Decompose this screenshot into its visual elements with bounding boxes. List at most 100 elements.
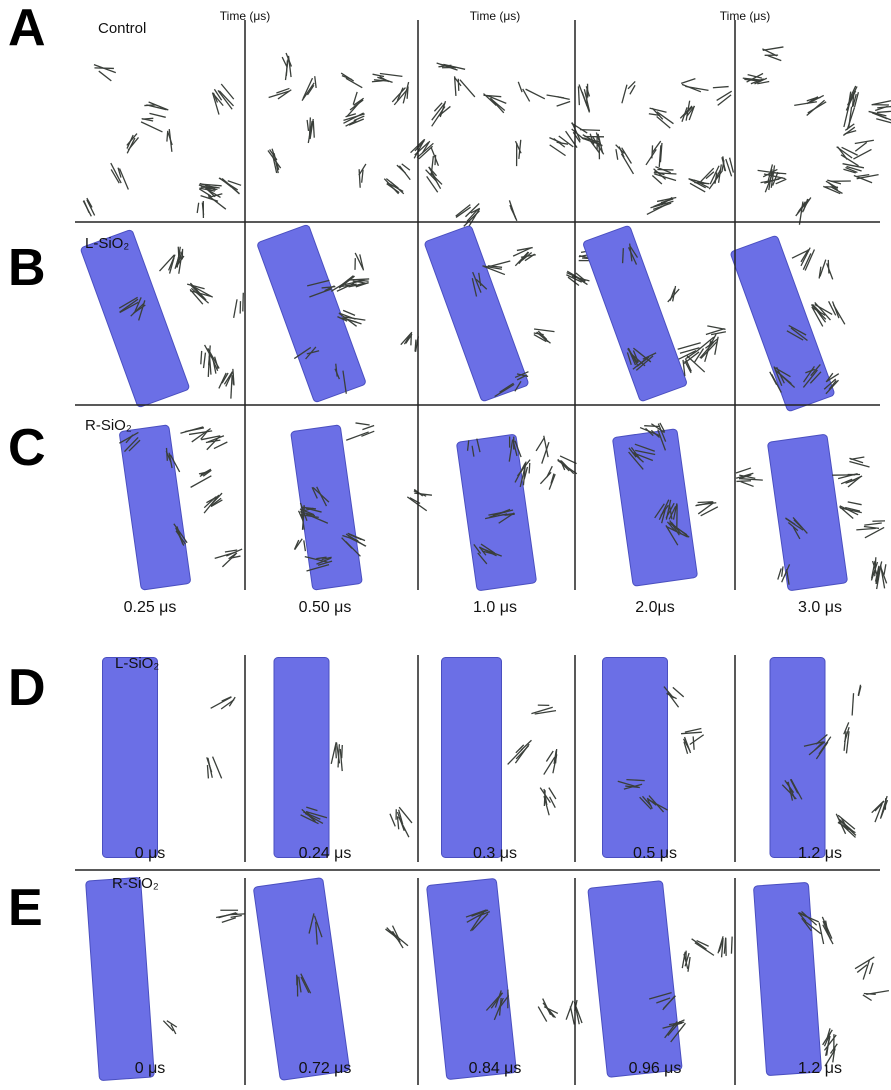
fiber xyxy=(780,566,784,577)
fiber xyxy=(514,140,522,154)
fiber xyxy=(864,522,882,526)
fiber xyxy=(487,265,503,268)
fiber xyxy=(565,1000,574,1020)
fiber xyxy=(585,86,591,97)
fiber xyxy=(516,246,533,252)
fiber xyxy=(514,440,522,458)
time-label: 1.0 μs xyxy=(473,599,517,616)
fiber xyxy=(841,146,858,156)
fiber xyxy=(334,368,340,380)
fiber xyxy=(512,439,518,457)
time-label: 1.2 μs xyxy=(798,845,842,862)
fiber xyxy=(667,691,680,708)
fiber xyxy=(221,696,232,702)
fiber xyxy=(628,451,644,470)
fiber xyxy=(634,443,655,452)
fiber xyxy=(316,557,332,565)
fiber xyxy=(230,914,242,919)
fiber xyxy=(656,111,674,125)
fiber xyxy=(840,478,853,485)
fiber xyxy=(705,171,715,180)
fiber xyxy=(811,306,824,327)
fiber xyxy=(386,181,404,192)
fiber xyxy=(680,77,696,85)
fiber xyxy=(569,1006,575,1025)
fiber xyxy=(225,371,234,387)
fiber xyxy=(334,745,337,759)
fiber xyxy=(352,91,358,105)
fiber xyxy=(221,372,229,384)
fiber xyxy=(508,440,514,462)
fiber xyxy=(393,88,409,106)
fiber xyxy=(774,367,791,378)
fiber xyxy=(678,350,697,360)
fiber xyxy=(162,1020,174,1032)
fiber xyxy=(433,102,443,112)
fiber xyxy=(232,368,235,386)
fiber xyxy=(306,350,320,355)
fiber xyxy=(789,779,799,794)
fiber xyxy=(202,352,207,369)
fiber xyxy=(771,374,782,393)
fiber xyxy=(498,995,510,1009)
fiber xyxy=(684,727,702,733)
fiber xyxy=(300,514,319,519)
fiber xyxy=(802,253,812,270)
fiber xyxy=(355,282,366,287)
fiber xyxy=(401,163,411,171)
fiber xyxy=(781,784,797,800)
fiber xyxy=(546,465,553,478)
panel-label: Control xyxy=(98,20,146,37)
fiber xyxy=(534,710,557,715)
fiber xyxy=(699,341,715,359)
fiber xyxy=(725,158,733,177)
fiber xyxy=(306,563,330,572)
fiber xyxy=(571,122,588,134)
fiber xyxy=(299,511,316,517)
header-time: Time (μs) xyxy=(720,9,770,23)
fiber xyxy=(670,1022,686,1043)
fiber xyxy=(850,456,865,461)
fiber xyxy=(315,921,318,945)
fiber xyxy=(210,497,222,507)
fiber xyxy=(134,297,142,313)
fiber xyxy=(650,429,660,439)
fiber xyxy=(200,430,208,440)
labels: Time (μs) Time (μs) Time (μs) A Control B L-Si… xyxy=(8,0,842,1077)
fiber xyxy=(738,474,752,480)
fiber xyxy=(128,439,141,452)
fiber xyxy=(455,204,471,217)
fiber xyxy=(342,370,347,394)
fiber xyxy=(434,154,437,166)
fiber xyxy=(431,102,446,121)
fiber xyxy=(385,928,396,937)
fiber xyxy=(471,445,475,457)
fiber xyxy=(119,301,139,314)
fiber xyxy=(305,346,317,360)
fiber xyxy=(504,513,515,516)
fiber xyxy=(118,168,129,190)
fiber xyxy=(205,184,220,189)
fiber xyxy=(507,748,524,765)
fiber xyxy=(512,247,532,257)
fiber xyxy=(453,76,457,97)
fiber xyxy=(556,100,571,107)
fiber xyxy=(656,196,677,203)
fiber xyxy=(814,741,823,751)
fiber xyxy=(344,279,365,286)
fiber xyxy=(556,141,569,145)
time-label: 2.0μs xyxy=(635,599,674,616)
fiber xyxy=(874,800,885,812)
fiber xyxy=(539,471,552,485)
fiber xyxy=(856,527,876,531)
fiber xyxy=(801,917,812,932)
fiber xyxy=(735,467,752,474)
fiber xyxy=(217,90,233,110)
fiber xyxy=(666,521,676,532)
fiber xyxy=(852,93,857,107)
fiber xyxy=(207,356,210,377)
fiber xyxy=(353,97,365,106)
fiber xyxy=(548,473,556,490)
fiber xyxy=(210,499,223,508)
fiber xyxy=(853,174,873,184)
